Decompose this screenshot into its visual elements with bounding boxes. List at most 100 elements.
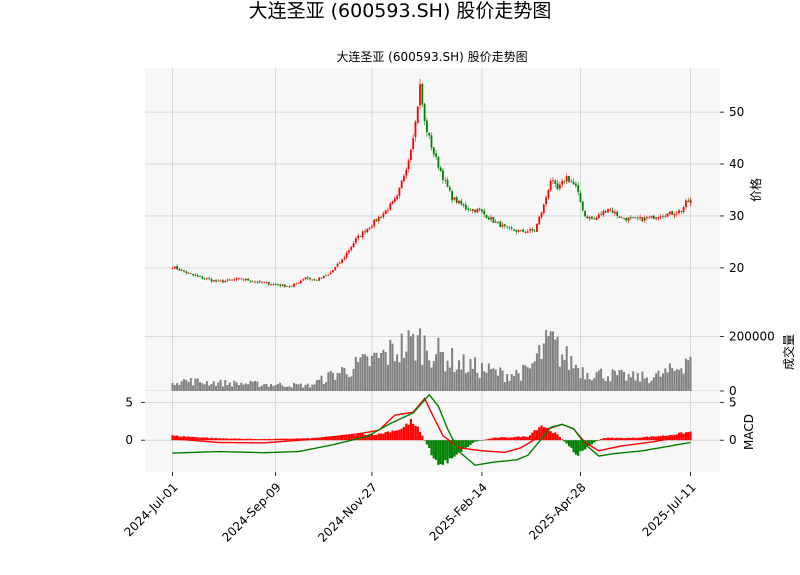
macd-left-tick-label-1: 5 (125, 395, 133, 409)
candle-body (178, 268, 181, 271)
volume-bar (561, 354, 564, 391)
volume-bar (533, 361, 536, 391)
candle-body (687, 200, 690, 203)
candle-body (579, 192, 582, 202)
volume-bar (586, 372, 589, 391)
macd-hist-bar (375, 434, 378, 441)
macd-hist-bar (322, 436, 325, 441)
volume-bar (329, 371, 332, 391)
volume-bar (547, 336, 550, 391)
macd-hist-bar (409, 418, 412, 441)
candle-body (371, 226, 373, 228)
macd-hist-bar (290, 438, 293, 441)
price-panel-title: 大连圣亚 (600593.SH) 股价走势图 (336, 49, 527, 64)
macd-hist-bar (622, 438, 626, 441)
macd-hist-bar (556, 434, 559, 441)
macd-hist-bar (357, 434, 360, 441)
candle-body (400, 180, 403, 189)
macd-hist-bar (281, 438, 284, 441)
candle-body (471, 209, 474, 211)
volume-bar (297, 384, 300, 391)
volume-bar (453, 372, 456, 391)
candle-body (588, 217, 591, 219)
macd-hist-bar (469, 440, 472, 446)
candle-body (389, 203, 392, 210)
price-y-ticks: 20 30 40 50 (720, 105, 744, 275)
volume-bar (611, 369, 614, 391)
volume-bar (182, 379, 185, 391)
volume-bar (205, 381, 208, 391)
macd-right-tick-label-0: 0 (729, 433, 737, 447)
macd-hist-bar (597, 440, 600, 441)
candle-body (643, 217, 646, 221)
candle-body (311, 279, 314, 281)
macd-hist-bar (212, 438, 215, 441)
macd-hist-bar (439, 440, 442, 465)
macd-hist-bar (549, 431, 552, 441)
macd-hist-bar (412, 423, 415, 441)
candle-body (689, 199, 692, 203)
candle-body (618, 216, 621, 218)
macd-hist-bar (407, 424, 410, 441)
macd-hist-bar (198, 437, 202, 441)
volume-bar (535, 353, 538, 391)
candle-body (288, 286, 291, 288)
volume-bar (684, 358, 687, 391)
candle-body (662, 216, 664, 217)
candle-body (426, 120, 428, 133)
macd-hist-bar (512, 437, 516, 441)
macd-right-tick-label-1: 5 (729, 395, 737, 409)
volume-bar (581, 367, 584, 391)
macd-lines (172, 393, 691, 466)
volume-bar (673, 370, 676, 391)
macd-hist-bar (219, 438, 222, 441)
candle-body (212, 280, 215, 282)
macd-hist-bar (489, 438, 493, 441)
macd-hist-bar (272, 439, 275, 441)
macd-hist-bar (389, 432, 392, 441)
macd-hist-bar (182, 436, 186, 441)
volume-ytick-label-0: 0 (729, 384, 737, 398)
macd-hist-bar (528, 435, 532, 441)
macd-hist-bar (263, 438, 266, 441)
macd-hist-bar (171, 435, 174, 441)
candle-body (366, 228, 369, 233)
candle-body (231, 279, 233, 281)
candle-body (430, 135, 433, 148)
candle-body (666, 213, 669, 217)
candle-body (265, 282, 268, 283)
candle-body (183, 270, 185, 272)
candle-body (556, 183, 559, 190)
volume-bar (464, 373, 467, 391)
macd-hist-bar (652, 436, 655, 441)
candle-body (419, 84, 421, 106)
candle-body (536, 223, 538, 232)
macd-hist-bar (508, 437, 511, 441)
volume-bar (657, 370, 660, 391)
candle-body (192, 273, 195, 276)
candle-body (623, 218, 625, 219)
macd-hist-bar (302, 438, 305, 441)
volume-bar (180, 381, 183, 391)
volume-bar (185, 379, 188, 391)
volume-bar (368, 366, 371, 391)
volume-bar (212, 381, 215, 391)
macd-hist-bar (331, 436, 335, 441)
price-ytick-label-1: 30 (729, 209, 744, 223)
macd-hist-bar (214, 437, 218, 441)
candle-body (270, 284, 272, 286)
macd-hist-bar (574, 440, 577, 455)
macd-hist-bar (664, 435, 667, 441)
candle-body (258, 281, 261, 283)
volume-bar (494, 369, 497, 391)
macd-hist-bar (237, 438, 241, 441)
macd-hist-bar (192, 436, 195, 441)
candle-body (171, 268, 174, 270)
candle-body (552, 180, 554, 182)
volume-bar (549, 331, 552, 391)
candle-body (531, 228, 534, 231)
macd-hist-bar (558, 436, 561, 441)
candle-body (290, 286, 293, 287)
macd-hist-bar (499, 437, 502, 441)
candle-body (597, 214, 600, 219)
